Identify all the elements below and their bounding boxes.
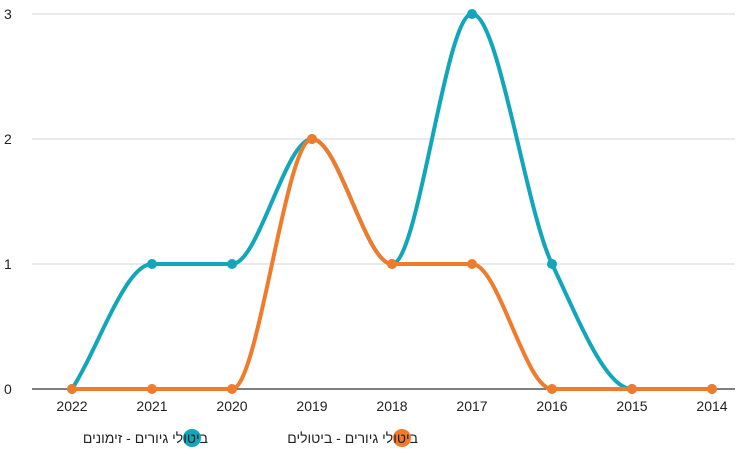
- y-tick-label: 2: [4, 131, 12, 147]
- legend: ביטולי גיורים - זימונים ביטולי גיורים - ב…: [83, 429, 418, 447]
- y-tick-label: 3: [4, 6, 12, 22]
- legend-item-2: ביטולי גיורים - ביטולים: [287, 429, 418, 447]
- legend-label: ביטולי גיורים - זימונים: [83, 430, 208, 446]
- data-point: [307, 134, 317, 144]
- y-tick-label: 1: [4, 256, 12, 272]
- grid-lines: [32, 13, 735, 390]
- data-point: [547, 384, 557, 394]
- data-point: [467, 9, 477, 19]
- data-point: [227, 384, 237, 394]
- legend-marker: [183, 429, 201, 447]
- data-point: [547, 259, 557, 269]
- data-point: [707, 384, 717, 394]
- data-point: [147, 384, 157, 394]
- data-point: [227, 259, 237, 269]
- y-axis: 0 1 2 3: [4, 6, 12, 397]
- data-point: [467, 259, 477, 269]
- y-tick-label: 0: [4, 381, 12, 397]
- series-line: [70, 12, 714, 392]
- data-point: [627, 384, 637, 394]
- data-point: [387, 259, 397, 269]
- x-tick-label: 2019: [296, 398, 327, 414]
- x-tick-label: 2021: [136, 398, 167, 414]
- data-point: [147, 259, 157, 269]
- x-tick-label: 2016: [536, 398, 567, 414]
- legend-item-1: ביטולי גיורים - זימונים: [83, 429, 208, 447]
- x-tick-label: 2022: [56, 398, 87, 414]
- x-tick-label: 2020: [216, 398, 247, 414]
- x-tick-label: 2017: [456, 398, 487, 414]
- series-2: [67, 134, 717, 394]
- series-line: [70, 137, 714, 392]
- x-tick-label: 2018: [376, 398, 407, 414]
- x-tick-label: 2014: [696, 398, 727, 414]
- x-tick-label: 2015: [616, 398, 647, 414]
- x-axis: 2022 2021 2020 2019 2018 2017 2016 2015 2014: [56, 398, 727, 414]
- data-point: [67, 384, 77, 394]
- legend-label: ביטולי גיורים - ביטולים: [287, 430, 418, 446]
- series-lines: [67, 9, 717, 394]
- legend-marker: [393, 429, 411, 447]
- series-1: [67, 9, 717, 394]
